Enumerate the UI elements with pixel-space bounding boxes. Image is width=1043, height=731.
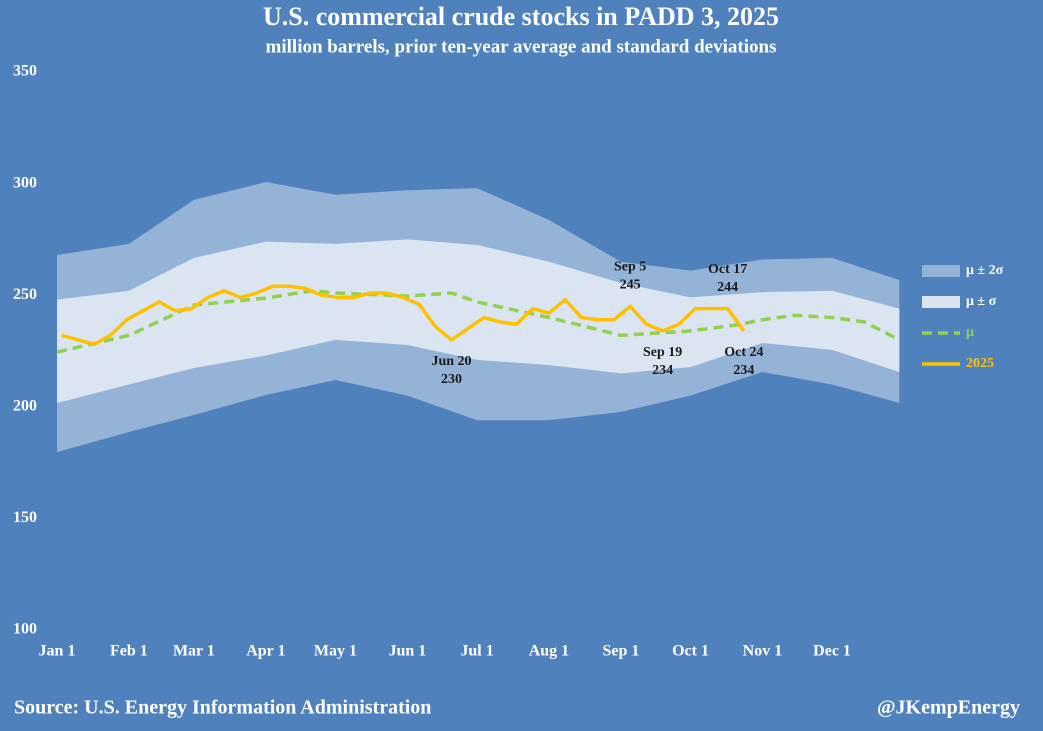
series-line bbox=[61, 284, 746, 347]
x-tick-label: Aug 1 bbox=[529, 643, 569, 660]
legend-label: μ ± σ bbox=[966, 294, 997, 309]
legend-label: μ ± 2σ bbox=[966, 263, 1004, 278]
x-tick-label: Feb 1 bbox=[110, 643, 148, 660]
annotation-value: 245 bbox=[620, 278, 641, 293]
y-tick-label: 350 bbox=[13, 63, 37, 80]
annotation-label: Sep 5 bbox=[614, 260, 646, 275]
y-tick-label: 150 bbox=[13, 509, 37, 526]
annotation-label: Jun 20 bbox=[431, 354, 471, 369]
legend-swatch bbox=[922, 296, 960, 308]
x-tick-label: Apr 1 bbox=[246, 643, 285, 660]
credit: @JKempEnergy bbox=[877, 697, 1020, 719]
y-tick-label: 300 bbox=[13, 174, 37, 191]
annotation-value: 244 bbox=[717, 280, 738, 295]
annotation-value: 230 bbox=[441, 372, 462, 387]
x-tick-label: Nov 1 bbox=[743, 643, 783, 660]
annotation-value: 234 bbox=[652, 363, 673, 378]
legend-label: μ bbox=[966, 325, 974, 340]
annotation-label: Oct 24 bbox=[724, 345, 763, 360]
x-tick-label: Jul 1 bbox=[460, 643, 493, 660]
legend-swatch bbox=[922, 265, 960, 277]
annotation-label: Sep 19 bbox=[643, 345, 682, 360]
annotation-value: 234 bbox=[733, 363, 754, 378]
legend-label: 2025 bbox=[966, 356, 994, 371]
x-tick-label: Sep 1 bbox=[602, 643, 639, 660]
y-tick-label: 250 bbox=[13, 286, 37, 303]
x-tick-label: Jun 1 bbox=[389, 643, 427, 660]
x-tick-label: May 1 bbox=[314, 643, 357, 660]
x-tick-label: Dec 1 bbox=[813, 643, 851, 660]
x-tick-label: Mar 1 bbox=[173, 643, 215, 660]
y-tick-label: 100 bbox=[13, 621, 37, 638]
y-tick-label: 200 bbox=[13, 397, 37, 414]
source: Source: U.S. Energy Information Administ… bbox=[14, 697, 431, 719]
x-tick-label: Oct 1 bbox=[672, 643, 709, 660]
x-tick-label: Jan 1 bbox=[39, 643, 76, 660]
annotation-label: Oct 17 bbox=[708, 262, 747, 277]
chart-title: U.S. commercial crude stocks in PADD 3, … bbox=[263, 2, 779, 31]
chart-subtitle: million barrels, prior ten-year average … bbox=[266, 36, 777, 57]
series-line bbox=[56, 288, 901, 354]
